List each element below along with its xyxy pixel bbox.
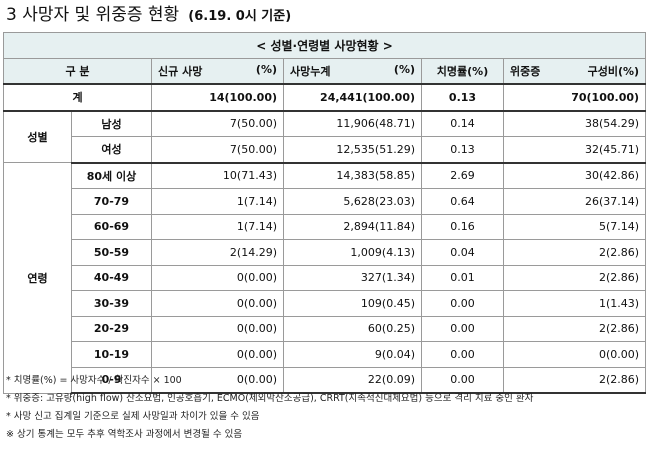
table-caption-row: < 성별·연령별 사망현황 >: [2, 32, 647, 59]
fatality-cell: 0.00: [421, 290, 504, 317]
header-cumulative-label: 사망누계: [290, 64, 331, 78]
new-deaths-cell: 7(50.00): [151, 110, 284, 137]
fatality-cell: 0.13: [421, 136, 504, 164]
cumulative-cell: 327(1.34): [283, 264, 422, 291]
header-severe-ratio: 구성비(%): [587, 64, 640, 78]
age-group-label: 연령: [3, 162, 72, 394]
table-row: 20-29 0(0.00) 60(0.25) 0.00 2(2.86): [4, 315, 647, 342]
fatality-cell: 0.00: [421, 315, 504, 342]
fatality-cell: 0.16: [421, 213, 504, 240]
section-title: 3 사망자 및 위중증 현황 (6.19. 0시 기준): [6, 4, 291, 26]
new-deaths-cell: 0(0.00): [151, 315, 284, 342]
severe-cell: 1(1.43): [502, 290, 647, 317]
table-row: 30-39 0(0.00) 109(0.45) 0.00 1(1.43): [4, 290, 647, 317]
row-label: 남성: [71, 110, 152, 137]
total-label: 계: [3, 83, 152, 112]
header-new-deaths-unit: (%): [255, 62, 277, 76]
fatality-cell: 0.04: [421, 239, 504, 266]
new-deaths-cell: 2(14.29): [151, 239, 284, 266]
severe-cell: 2(2.86): [502, 264, 647, 291]
severe-cell: 0(0.00): [502, 341, 647, 368]
header-new-deaths-label: 신규 사망: [158, 64, 203, 78]
section-title-date: (6.19. 0시 기준): [188, 9, 292, 24]
total-cumulative: 24,441(100.00): [283, 83, 422, 112]
total-row: 계 14(100.00) 24,441(100.00) 0.13 70(100.…: [3, 83, 647, 112]
sex-group-label: 성별: [3, 110, 72, 163]
new-deaths-cell: 0(0.00): [151, 341, 284, 368]
row-label: 여성: [71, 136, 152, 164]
fatality-cell: 2.69: [421, 162, 504, 189]
total-severe: 70(100.00): [502, 83, 647, 112]
row-label: 80세 이상: [71, 162, 152, 189]
severe-cell: 26(37.14): [502, 188, 647, 215]
severe-cell: 38(54.29): [502, 110, 647, 137]
table-row: 40-49 0(0.00) 327(1.34) 0.01 2(2.86): [4, 264, 647, 291]
footnote: * 위중증: 고유량(high flow) 산소요법, 인공호흡기, ECMO(…: [6, 393, 534, 404]
table-row: 연령 80세 이상 10(71.43) 14,383(58.85) 2.69 30(42.…: [3, 162, 647, 394]
fatality-cell: 0.64: [421, 188, 504, 215]
row-label: 40-49: [71, 264, 152, 291]
fatality-cell: 0.01: [421, 264, 504, 291]
row-label: 0-9: [71, 366, 152, 394]
cumulative-cell: 14,383(58.85): [283, 162, 422, 189]
table-row: 70-79 1(7.14) 5,628(23.03) 0.64 26(37.14): [4, 188, 647, 215]
table-row: 성별 남성 7(50.00) 11,906(48.71) 0.14 38(54.29): [3, 110, 647, 163]
table-row: 0-9 0(0.00) 22(0.09) 0.00 2(2.86): [4, 366, 647, 394]
cumulative-cell: 109(0.45): [283, 290, 422, 317]
section-title-main: 3 사망자 및 위중증 현황: [6, 5, 180, 25]
header-severe: 위중증 구성비(%): [502, 57, 647, 85]
cumulative-cell: 2,894(11.84): [283, 213, 422, 240]
header-cumulative-unit: (%): [393, 62, 415, 76]
cumulative-cell: 12,535(51.29): [283, 136, 422, 164]
severe-cell: 2(2.86): [502, 315, 647, 342]
cumulative-cell: 1,009(4.13): [283, 239, 422, 266]
row-label: 50-59: [71, 239, 152, 266]
footnotes: * 치명률(%) = 사망자수 / 확진자수 × 100 * 위중증: 고유량(…: [6, 372, 533, 444]
table-header-row: 구 분 신규 사망 (%) 사망누계 (%) 치명률(%) 위중: [3, 57, 647, 85]
cumulative-cell: 11,906(48.71): [283, 110, 422, 137]
table-caption: < 성별·연령별 사망현황 >: [2, 32, 647, 59]
header-cumulative: 사망누계 (%): [283, 57, 422, 85]
table-row: 50-59 2(14.29) 1,009(4.13) 0.04 2(2.86): [4, 239, 647, 266]
cumulative-cell: 9(0.04): [283, 341, 422, 368]
severe-cell: 5(7.14): [502, 213, 647, 240]
total-new-deaths: 14(100.00): [151, 83, 284, 112]
cumulative-cell: 5,628(23.03): [283, 188, 422, 215]
fatality-cell: 0.00: [421, 366, 504, 394]
new-deaths-cell: 1(7.14): [151, 213, 284, 240]
fatality-cell: 0.14: [421, 110, 504, 137]
age-section: 연령 80세 이상 10(71.43) 14,383(58.85) 2.69 30(42.…: [3, 162, 647, 394]
footnote: * 사망 신고 집계일 기준으로 실제 사망일과 차이가 있을 수 있음: [6, 411, 260, 422]
row-label: 60-69: [71, 213, 152, 240]
new-deaths-cell: 7(50.00): [151, 136, 284, 164]
table-row: 60-69 1(7.14) 2,894(11.84) 0.16 5(7.14): [4, 213, 647, 240]
severe-cell: 2(2.86): [502, 239, 647, 266]
table-row: 10-19 0(0.00) 9(0.04) 0.00 0(0.00): [4, 341, 647, 368]
row-label: 10-19: [71, 341, 152, 368]
row-label: 20-29: [71, 315, 152, 342]
footnote: * 치명률(%) = 사망자수 / 확진자수 × 100: [6, 375, 182, 386]
header-new-deaths: 신규 사망 (%): [151, 57, 284, 85]
total-fatality: 0.13: [421, 83, 504, 112]
footnote: ※ 상기 통계는 모두 추후 역학조사 과정에서 변경될 수 있음: [6, 429, 243, 440]
new-deaths-cell: 10(71.43): [151, 162, 284, 189]
cumulative-cell: 60(0.25): [283, 315, 422, 342]
sex-section: 성별 남성 7(50.00) 11,906(48.71) 0.14 38(54.29) 여성…: [3, 110, 647, 164]
row-label: 70-79: [71, 188, 152, 215]
new-deaths-cell: 0(0.00): [151, 366, 284, 394]
new-deaths-cell: 0(0.00): [151, 290, 284, 317]
death-stats-table: < 성별·연령별 사망현황 > 구 분 신규 사망 (%) 사망누계 (%) 치…: [2, 32, 647, 394]
header-fatality: 치명률(%): [421, 57, 504, 85]
severe-cell: 2(2.86): [502, 366, 647, 394]
new-deaths-cell: 0(0.00): [151, 264, 284, 291]
severe-cell: 30(42.86): [502, 162, 647, 189]
new-deaths-cell: 1(7.14): [151, 188, 284, 215]
fatality-cell: 0.00: [421, 341, 504, 368]
severe-cell: 32(45.71): [502, 136, 647, 164]
header-severe-label: 위중증: [510, 64, 541, 78]
row-label: 30-39: [71, 290, 152, 317]
table-row: 여성 7(50.00) 12,535(51.29) 0.13 32(45.71): [4, 136, 647, 164]
header-category: 구 분: [3, 57, 152, 85]
